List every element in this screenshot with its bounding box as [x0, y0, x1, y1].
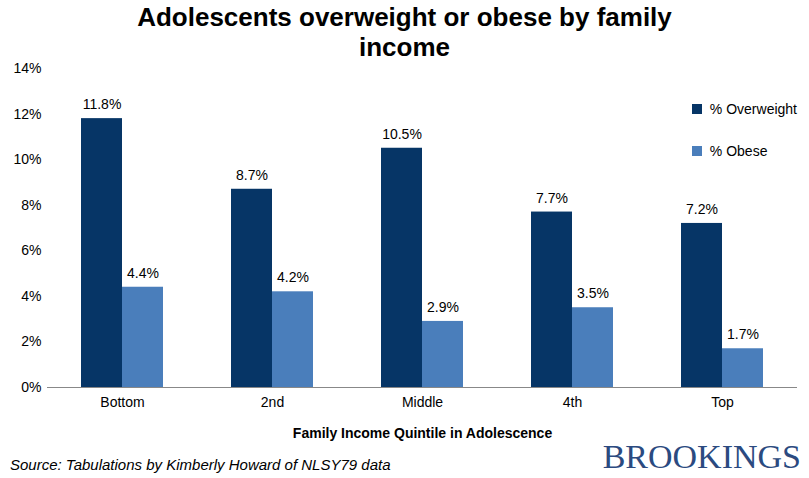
svg-text:10.5%: 10.5% [382, 126, 422, 142]
svg-text:2%: 2% [21, 333, 41, 349]
svg-text:Family Income Quintile in Adol: Family Income Quintile in Adolescence [293, 425, 553, 441]
svg-text:2nd: 2nd [261, 394, 284, 410]
svg-text:11.8%: 11.8% [83, 96, 122, 112]
svg-text:2.9%: 2.9% [427, 299, 459, 315]
svg-text:Middle: Middle [402, 394, 443, 410]
svg-text:14%: 14% [13, 62, 41, 76]
svg-text:Bottom: Bottom [100, 394, 144, 410]
svg-text:8.7%: 8.7% [236, 167, 268, 183]
svg-text:7.2%: 7.2% [686, 201, 718, 217]
svg-text:7.7%: 7.7% [536, 190, 568, 206]
html-text:Adolescents overweight or obes: Adolescents overweight or obese by famil… [137, 2, 672, 62]
svg-text:1.7%: 1.7% [727, 326, 759, 342]
html-text:Source: Tabulations by Kimberl: Source: Tabulations by Kimberly Howard o… [10, 456, 391, 473]
svg-text:3.5%: 3.5% [577, 285, 609, 301]
svg-text:4.2%: 4.2% [277, 269, 309, 285]
svg-text:4th: 4th [563, 394, 582, 410]
html-text:% Overweight: % Overweight [709, 101, 797, 117]
html-text:% Obese: % Obese [709, 143, 768, 159]
svg-text:12%: 12% [13, 106, 41, 122]
svg-text:8%: 8% [21, 197, 41, 213]
svg-text:10%: 10% [13, 151, 41, 167]
svg-text:Top: Top [711, 394, 734, 410]
svg-text:0%: 0% [21, 379, 41, 395]
svg-text:6%: 6% [21, 242, 41, 258]
svg-text:4.4%: 4.4% [127, 265, 159, 281]
svg-text:4%: 4% [21, 288, 41, 304]
html-text:BROOKINGS: BROOKINGS [602, 438, 801, 475]
